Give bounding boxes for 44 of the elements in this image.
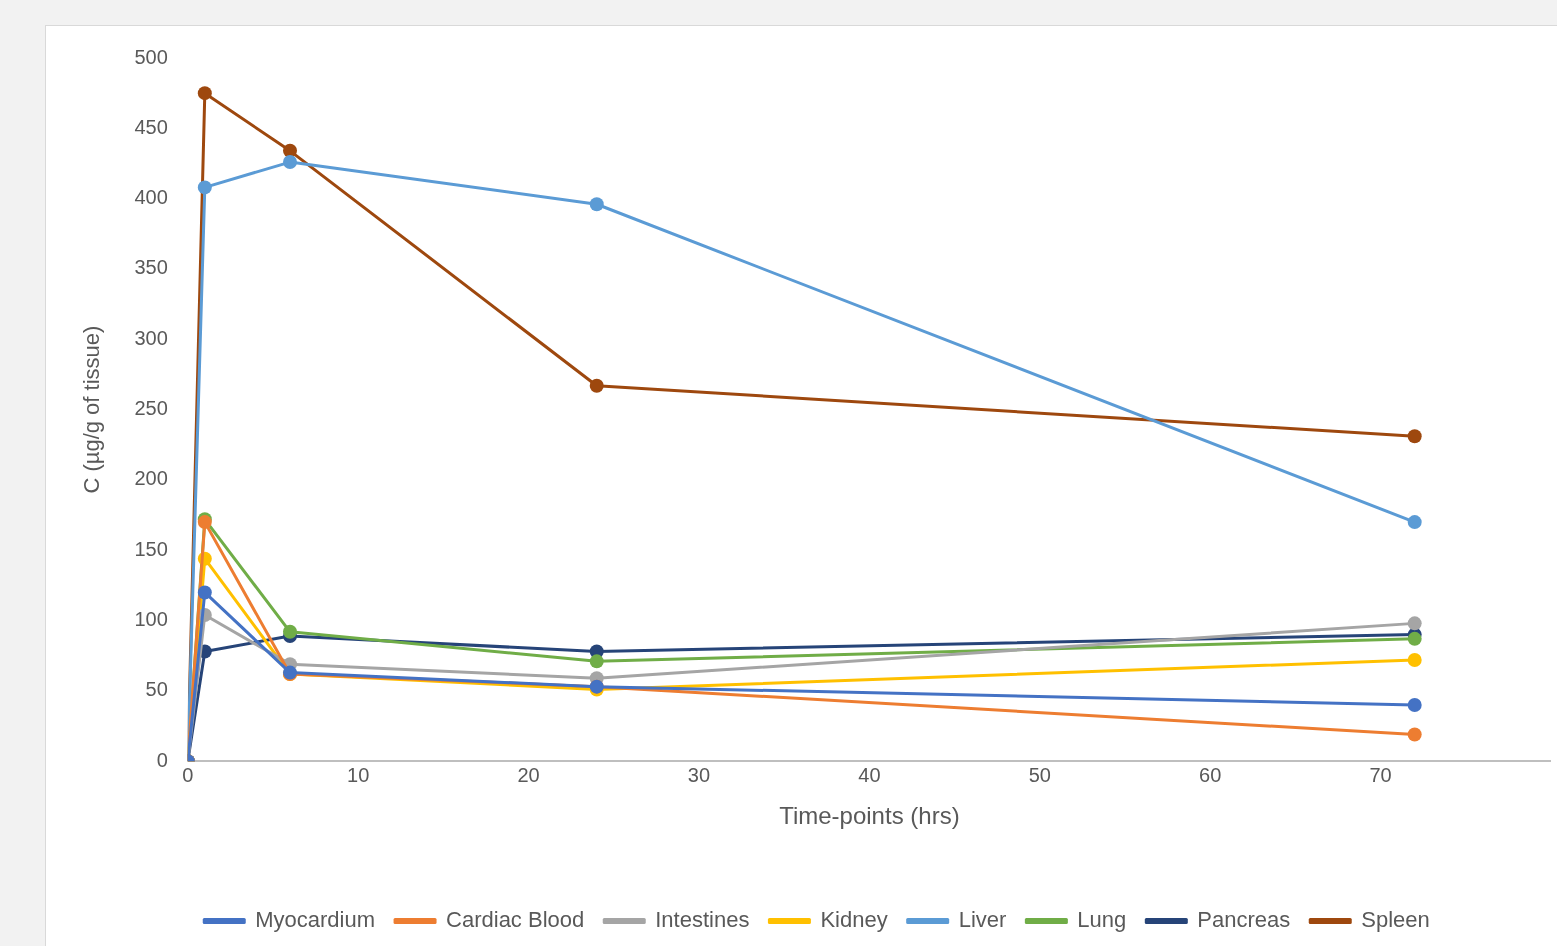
x-tick-label: 70 (1369, 763, 1392, 786)
legend-label: Myocardium (255, 907, 376, 933)
legend-label: Pancreas (1197, 907, 1291, 933)
point (589, 197, 604, 212)
point (1407, 727, 1422, 742)
point (283, 624, 298, 639)
point (197, 180, 212, 195)
x-tick-label: 30 (687, 763, 711, 786)
point (1407, 616, 1422, 631)
y-tick-label: 450 (134, 115, 168, 138)
point (589, 654, 604, 669)
y-tick-label: 250 (134, 397, 168, 420)
y-axis-title: C (µg/g of tissue) (79, 325, 105, 494)
legend-label: Lung (1077, 907, 1127, 933)
point (589, 378, 604, 393)
x-tick-label: 0 (182, 763, 194, 786)
y-tick-label: 300 (134, 326, 168, 349)
legend-label: Spleen (1361, 907, 1430, 933)
point (197, 585, 212, 600)
legend-label: Liver (958, 907, 1007, 933)
y-tick-label: 100 (134, 608, 168, 631)
point (283, 155, 298, 170)
y-tick-label: 200 (134, 467, 168, 490)
y-tick-label: 150 (134, 537, 168, 560)
point (1407, 515, 1422, 530)
x-tick-label: 10 (347, 763, 370, 786)
point (1407, 429, 1422, 444)
x-axis-title: Time-points (hrs) (779, 802, 960, 830)
y-tick-label: 400 (134, 186, 168, 209)
x-tick-label: 50 (1028, 763, 1051, 786)
x-tick-label: 20 (517, 763, 540, 786)
legend-label: Cardiac Blood (446, 907, 585, 933)
point (197, 86, 212, 101)
legend-label: Kidney (820, 907, 888, 933)
x-tick-label: 40 (858, 763, 881, 786)
point (1407, 652, 1422, 667)
y-tick-label: 50 (145, 678, 168, 701)
y-tick-label: 500 (134, 45, 168, 68)
point (1407, 697, 1422, 712)
legend-label: Intestines (655, 907, 750, 933)
y-tick-label: 350 (134, 256, 168, 279)
point (1407, 631, 1422, 646)
y-tick-label: 0 (156, 748, 168, 771)
x-tick-label: 60 (1199, 763, 1222, 786)
